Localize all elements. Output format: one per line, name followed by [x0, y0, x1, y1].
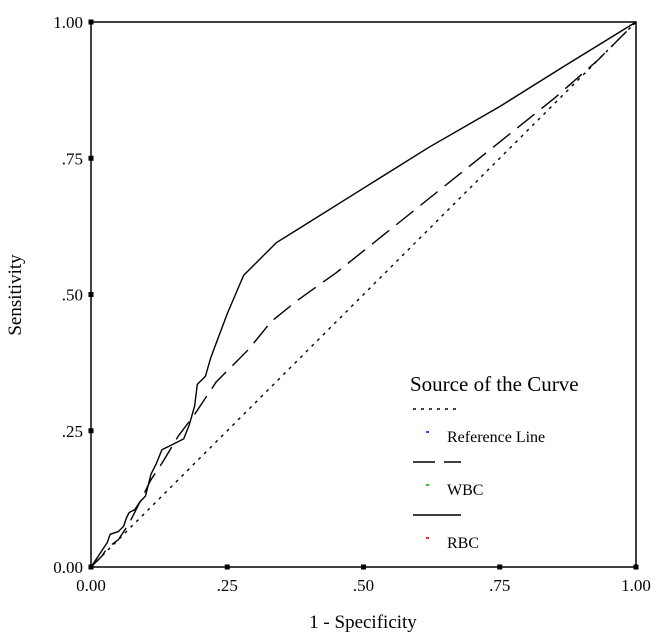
- x-axis-title: 1 - Specificity: [309, 612, 417, 633]
- x-tick-label: 0.00: [76, 576, 106, 595]
- legend-marker: [426, 484, 429, 486]
- ticks-layer: [88, 19, 639, 570]
- y-tick-mark: [88, 19, 94, 25]
- legend-label: Reference Line: [447, 429, 545, 446]
- y-tick-label: .25: [62, 422, 83, 441]
- x-tick-label: 1.00: [621, 576, 651, 595]
- series-line-wbc: [90, 21, 637, 568]
- y-tick-label: 1.00: [53, 13, 83, 32]
- x-tick-label: .50: [353, 576, 374, 595]
- y-tick-label: .75: [62, 149, 83, 168]
- y-tick-labels: 0.00 .25 .50 .75 1.00: [53, 13, 83, 577]
- y-tick-mark: [88, 292, 94, 297]
- x-tick-labels: 0.00 .25 .50 .75 1.00: [76, 576, 651, 595]
- x-tick-label: .25: [217, 576, 238, 595]
- legend-marker: [426, 537, 429, 539]
- legend: Source of the Curve Reference Line WBC RBC: [410, 372, 579, 552]
- x-tick-mark: [361, 564, 366, 570]
- series-layer: [90, 21, 637, 568]
- y-tick-label: .50: [62, 286, 83, 305]
- x-tick-mark: [497, 564, 503, 570]
- x-tick-mark: [633, 564, 639, 570]
- y-tick-label: 0.00: [53, 558, 83, 577]
- series-line-rbc: [90, 21, 637, 568]
- x-tick-mark: [224, 564, 230, 570]
- legend-label: RBC: [447, 535, 479, 552]
- x-tick-label: .75: [489, 576, 510, 595]
- y-tick-mark: [88, 155, 94, 161]
- y-tick-mark: [88, 428, 94, 434]
- legend-label: WBC: [447, 482, 483, 499]
- series-line-reference-line: [90, 21, 637, 568]
- y-axis-title: Sensitivity: [5, 254, 26, 336]
- legend-title: Source of the Curve: [410, 372, 579, 396]
- y-tick-mark: [88, 564, 94, 570]
- legend-marker: [426, 431, 429, 433]
